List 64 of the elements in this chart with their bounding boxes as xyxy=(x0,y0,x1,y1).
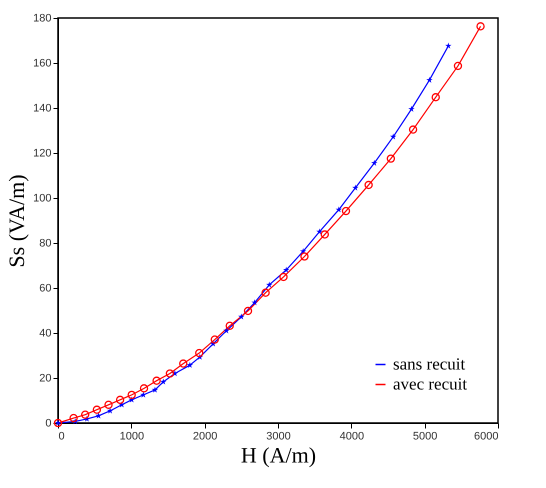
point xyxy=(342,206,350,216)
point xyxy=(186,362,194,368)
point xyxy=(408,125,418,134)
y-tick-label: 100 xyxy=(33,192,52,204)
point xyxy=(432,93,440,102)
y-tick-label: 20 xyxy=(39,372,52,384)
point xyxy=(140,384,148,393)
x-tick-label: 2000 xyxy=(192,430,218,442)
point xyxy=(320,230,329,239)
point xyxy=(92,406,102,414)
point xyxy=(336,206,342,212)
point xyxy=(279,272,288,282)
point xyxy=(266,281,272,288)
point xyxy=(371,160,378,166)
point xyxy=(244,306,252,316)
point xyxy=(283,266,290,273)
point xyxy=(116,396,124,404)
y-tick-label: 120 xyxy=(33,148,52,160)
x-tick-label: 1000 xyxy=(120,430,144,442)
point xyxy=(195,348,204,358)
point xyxy=(128,390,136,400)
y-axis-title: Ss (VA/m) xyxy=(4,174,30,268)
point xyxy=(179,359,188,368)
y-tick-label: 0 xyxy=(45,418,52,430)
point xyxy=(69,414,78,422)
point xyxy=(160,378,166,385)
point xyxy=(210,335,219,344)
point xyxy=(352,184,359,191)
point xyxy=(408,106,415,112)
point xyxy=(140,392,147,398)
x-tick-label: 5000 xyxy=(412,430,438,442)
x-tick-label: 4000 xyxy=(340,430,364,442)
point xyxy=(386,154,396,163)
legend-label: sans recuit xyxy=(393,354,466,374)
point xyxy=(300,252,309,261)
y-tick-label: 180 xyxy=(33,12,52,24)
point xyxy=(445,42,452,49)
point xyxy=(226,322,234,330)
point xyxy=(223,327,230,334)
point xyxy=(261,288,270,297)
point xyxy=(251,299,258,306)
point xyxy=(476,22,485,31)
point xyxy=(390,133,396,140)
x-tick-label: 3000 xyxy=(266,430,291,442)
y-tick-label: 160 xyxy=(33,58,52,70)
point xyxy=(81,410,90,419)
x-axis-title: H (A/m) xyxy=(240,442,316,468)
point xyxy=(95,412,102,419)
point xyxy=(454,62,462,70)
legend-label: avec recuit xyxy=(393,374,468,394)
y-tick-label: 40 xyxy=(39,328,52,340)
point xyxy=(152,386,158,393)
point xyxy=(426,76,433,83)
point xyxy=(152,376,161,385)
x-tick-label: 0 xyxy=(58,430,65,442)
y-tick-label: 140 xyxy=(33,102,52,114)
point xyxy=(104,400,113,409)
point xyxy=(364,180,373,190)
x-tick-label: 6000 xyxy=(474,430,498,442)
y-tick-label: 80 xyxy=(39,238,52,250)
point xyxy=(166,369,174,378)
point xyxy=(106,407,114,414)
point xyxy=(316,228,323,234)
y-tick-label: 60 xyxy=(39,282,52,294)
